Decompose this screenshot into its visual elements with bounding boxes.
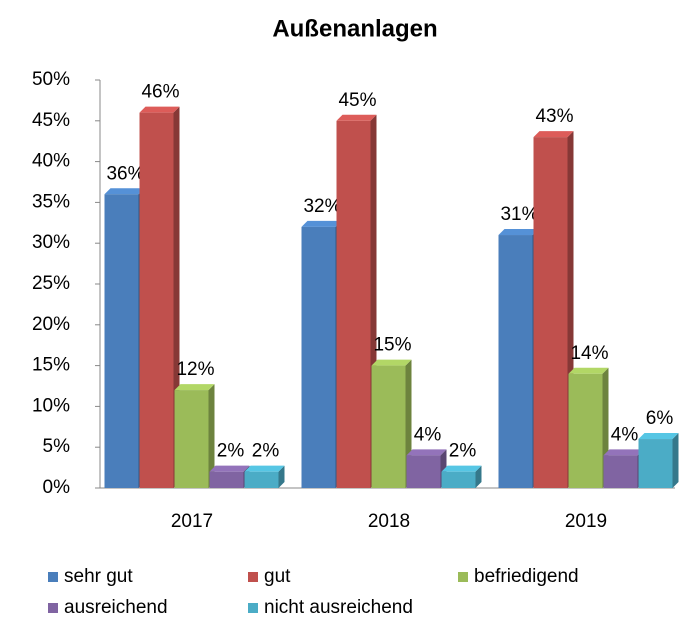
value-label: 2% (252, 441, 280, 462)
value-label: 15% (373, 335, 411, 356)
bar-top (568, 367, 609, 374)
bar (371, 365, 406, 488)
legend-swatch (248, 603, 258, 613)
y-tick-label: 35% (32, 191, 70, 212)
x-tick-label: 2019 (565, 511, 607, 532)
legend-label: ausreichend (64, 597, 168, 618)
y-tick-label: 10% (32, 395, 70, 416)
bar (498, 235, 533, 488)
legend-label: nicht ausreichend (264, 597, 413, 618)
bar (603, 455, 638, 488)
bar-side (208, 384, 215, 488)
y-tick-label: 20% (32, 314, 70, 335)
legend-label: gut (264, 566, 291, 587)
bar-top (104, 188, 145, 195)
legend-swatch (248, 572, 258, 582)
x-tick-label: 2017 (171, 511, 213, 532)
bar (139, 112, 174, 488)
bar (174, 390, 209, 488)
bar (406, 455, 441, 488)
bar (568, 373, 603, 488)
bar-top (244, 465, 285, 472)
bar-side (672, 433, 679, 488)
legend-label: befriedigend (474, 566, 579, 587)
bar-top (498, 229, 539, 236)
bar-top (174, 384, 215, 391)
value-label: 2% (217, 441, 245, 462)
bar (244, 471, 279, 488)
y-tick-label: 50% (32, 69, 70, 90)
bar-side (278, 465, 285, 488)
bar-top (371, 359, 412, 366)
value-label: 12% (176, 359, 214, 380)
bar (441, 471, 476, 488)
value-label: 4% (414, 424, 442, 445)
y-tick-label: 30% (32, 232, 70, 253)
bar-top (441, 465, 482, 472)
value-label: 46% (141, 82, 179, 103)
bar (301, 226, 336, 488)
value-label: 4% (611, 424, 639, 445)
value-label: 6% (646, 408, 674, 429)
chart-title: Außenanlagen (272, 15, 437, 42)
value-label: 2% (449, 441, 477, 462)
value-label: 43% (535, 106, 573, 127)
bar-side (475, 465, 482, 488)
bar (533, 137, 568, 488)
y-tick-label: 5% (43, 436, 71, 457)
y-tick-label: 15% (32, 355, 70, 376)
y-tick-label: 40% (32, 151, 70, 172)
value-label: 36% (106, 163, 144, 184)
value-label: 14% (570, 343, 608, 364)
bar (209, 471, 244, 488)
legend-swatch (458, 572, 468, 582)
legend-swatch (48, 603, 58, 613)
legend-label: sehr gut (64, 566, 133, 587)
bar-top (336, 114, 377, 121)
bar-top (301, 220, 342, 227)
bar-top (603, 449, 644, 456)
bar-top (406, 449, 447, 456)
bar-top (638, 433, 679, 440)
legend-swatch (48, 572, 58, 582)
value-label: 45% (338, 90, 376, 111)
value-label: 32% (303, 196, 341, 217)
y-tick-label: 25% (32, 273, 70, 294)
x-tick-label: 2018 (368, 511, 410, 532)
bar-top (139, 106, 180, 113)
y-tick-label: 0% (43, 477, 71, 498)
bar-top (533, 131, 574, 138)
bar (336, 120, 371, 489)
bar (638, 439, 673, 488)
value-label: 31% (500, 204, 538, 225)
bar (104, 194, 139, 489)
bar-top (209, 465, 250, 472)
y-tick-label: 45% (32, 110, 70, 131)
